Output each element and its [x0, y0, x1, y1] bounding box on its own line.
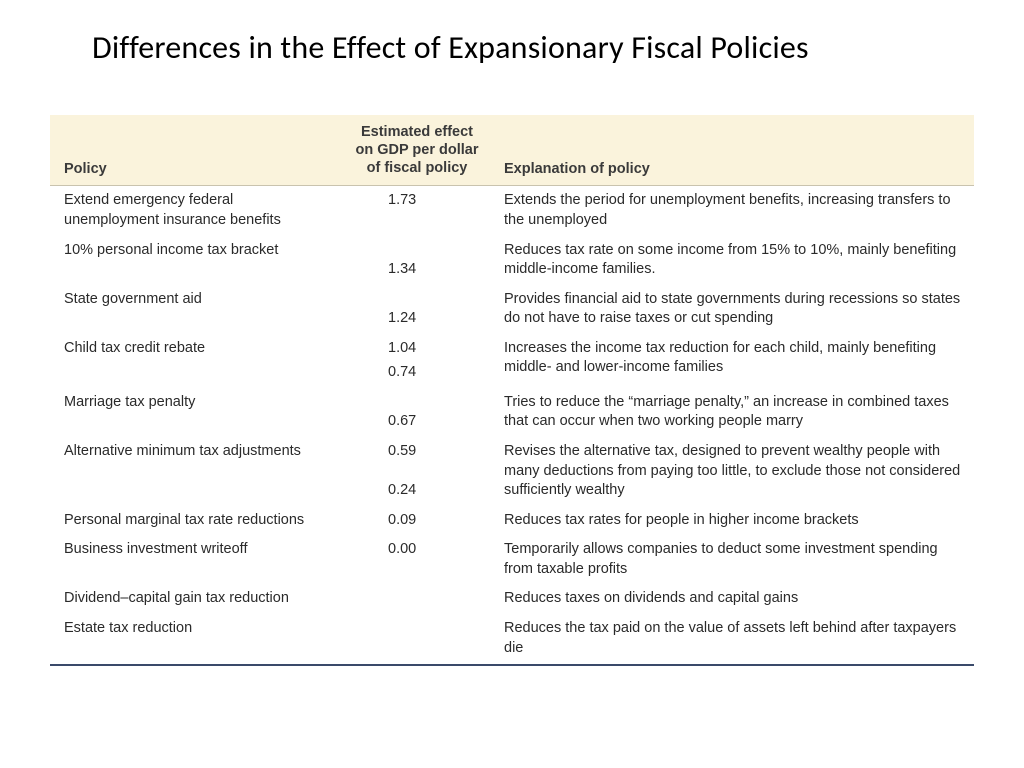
cell-value: 0.00 [340, 535, 490, 584]
table-row: 10% personal income tax bracketReduces t… [50, 236, 974, 250]
cell-value: 1.73 [340, 186, 490, 236]
cell-explanation: Revises the alternative tax, designed to… [490, 437, 974, 506]
table-row: State government aidProvides financial a… [50, 285, 974, 299]
table-row: Marriage tax penaltyTries to reduce the … [50, 388, 974, 402]
cell-policy: Personal marginal tax rate reductions [50, 506, 340, 536]
cell-value [340, 614, 490, 665]
cell-policy: Business investment writeoff [50, 535, 340, 584]
cell-value: 0.09 [340, 506, 490, 536]
header-explanation: Explanation of policy [490, 115, 974, 186]
cell-explanation: Increases the income tax reduction for e… [490, 334, 974, 388]
cell-value: 1.04 [340, 334, 490, 364]
cell-policy: Dividend–capital gain tax reduction [50, 584, 340, 614]
table-row: Dividend–capital gain tax reduction Reduc… [50, 584, 974, 614]
table-row: Child tax credit rebate1.04Increases the… [50, 334, 974, 364]
header-row: Policy Estimated effect on GDP per dolla… [50, 115, 974, 186]
cell-policy: 10% personal income tax bracket [50, 236, 340, 285]
cell-value-secondary: 0.24 [340, 475, 490, 506]
cell-explanation: Provides financial aid to state governme… [490, 285, 974, 334]
policy-table: Policy Estimated effect on GDP per dolla… [50, 115, 974, 666]
cell-policy: Alternative minimum tax adjustments [50, 437, 340, 506]
cell-explanation: Reduces the tax paid on the value of ass… [490, 614, 974, 665]
cell-explanation: Reduces taxes on dividends and capital g… [490, 584, 974, 614]
policy-table-container: Policy Estimated effect on GDP per dolla… [50, 115, 974, 666]
table-row: Alternative minimum tax adjustments0.59R… [50, 437, 974, 475]
cell-policy: Marriage tax penalty [50, 388, 340, 437]
cell-value-secondary: 1.24 [340, 299, 490, 334]
table-row: Extend emergency federal unemployment in… [50, 186, 974, 236]
cell-value-secondary: 0.67 [340, 402, 490, 437]
table-row: Personal marginal tax rate reductions0.0… [50, 506, 974, 536]
cell-policy: Extend emergency federal unemployment in… [50, 186, 340, 236]
table-row: Business investment writeoff0.00Temporar… [50, 535, 974, 584]
cell-value [340, 584, 490, 614]
cell-value [340, 285, 490, 299]
cell-value-secondary: 1.34 [340, 250, 490, 285]
header-policy: Policy [50, 115, 340, 186]
cell-value: 0.59 [340, 437, 490, 475]
table-row: Estate tax reduction Reduces the tax paid… [50, 614, 974, 665]
header-effect: Estimated effect on GDP per dollar of fi… [340, 115, 490, 186]
cell-explanation: Extends the period for unemployment bene… [490, 186, 974, 236]
cell-policy: Estate tax reduction [50, 614, 340, 665]
cell-value [340, 236, 490, 250]
cell-value-secondary: 0.74 [340, 363, 490, 388]
cell-value [340, 388, 490, 402]
cell-policy: Child tax credit rebate [50, 334, 340, 388]
cell-explanation: Reduces tax rates for people in higher i… [490, 506, 974, 536]
cell-explanation: Temporarily allows companies to deduct s… [490, 535, 974, 584]
cell-explanation: Tries to reduce the “marriage penalty,” … [490, 388, 974, 437]
cell-policy: State government aid [50, 285, 340, 334]
page-title: Differences in the Effect of Expansionar… [0, 0, 1024, 67]
cell-explanation: Reduces tax rate on some income from 15%… [490, 236, 974, 285]
